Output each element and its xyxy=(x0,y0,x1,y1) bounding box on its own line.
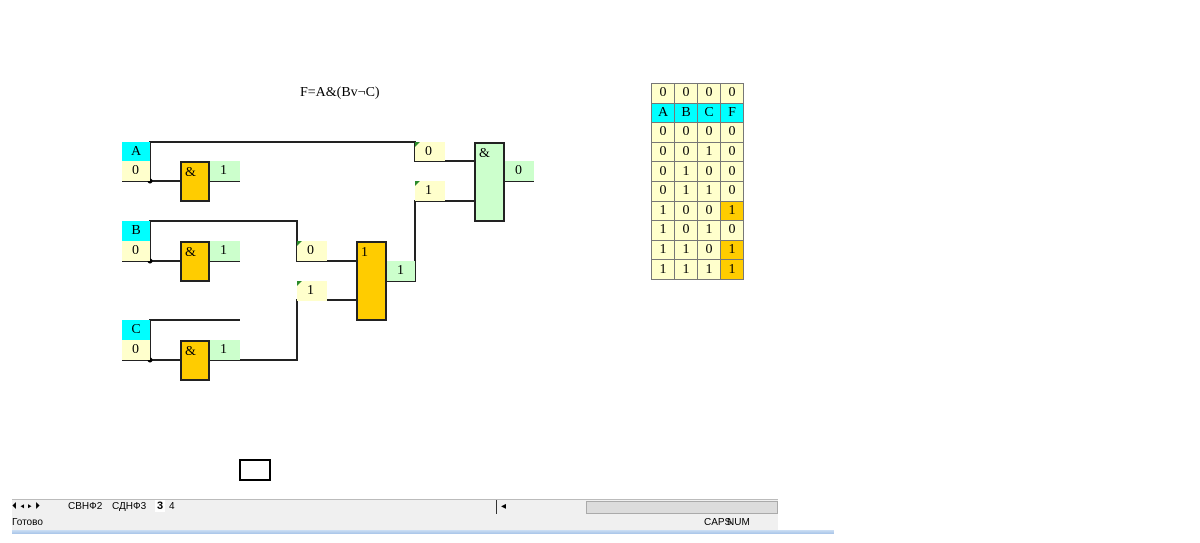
and-input-2-value: 1 xyxy=(425,183,432,198)
truth-table-cell: B xyxy=(674,102,698,124)
tab-nav-arrows-icon[interactable]: ⏴◂▸⏵ xyxy=(12,501,44,512)
truth-table-cell: 0 xyxy=(720,161,744,182)
truth-table-cell: 0 xyxy=(720,83,744,104)
truth-table-cell: 1 xyxy=(651,259,675,280)
or-output: 1 xyxy=(387,261,415,281)
or-input-1: 0 xyxy=(297,241,327,261)
sheet-tab-2[interactable]: СДНФ3 xyxy=(112,501,147,512)
truth-table-cell: A xyxy=(651,102,675,124)
or-input-2-value: 1 xyxy=(307,283,314,298)
truth-table-cell: 0 xyxy=(697,83,721,104)
not-gate-c: & xyxy=(180,340,210,381)
truth-table-cell: 0 xyxy=(651,141,675,163)
not-gate-a: & xyxy=(180,161,210,202)
truth-table-cell: 0 xyxy=(697,200,721,222)
truth-table-cell: 0 xyxy=(697,239,721,261)
truth-table-cell: 1 xyxy=(674,180,698,202)
input-c-label: C xyxy=(122,320,150,340)
truth-table-cell: 0 xyxy=(651,83,675,104)
truth-table-cell: 1 xyxy=(720,200,744,222)
truth-table-cell: 1 xyxy=(651,200,675,222)
truth-table-cell: C xyxy=(697,102,721,124)
truth-table-cell: 1 xyxy=(674,259,698,280)
truth-table-cell: 0 xyxy=(674,141,698,163)
num-indicator: NUM xyxy=(727,517,750,528)
and-input-2: 1 xyxy=(415,181,445,201)
sheet-tab-bar: ⏴◂▸⏵ СВНФ2 СДНФ3 3 4 ◂ xyxy=(12,499,778,514)
input-a-value[interactable]: 0 xyxy=(122,161,150,181)
truth-table-cell: 0 xyxy=(674,220,698,241)
truth-table-cell: 1 xyxy=(697,141,721,163)
caps-indicator: CAPS xyxy=(704,517,732,528)
truth-table-cell: 0 xyxy=(720,141,744,163)
and-input-1: 0 xyxy=(415,142,445,161)
formula-title: F=A&(Bv¬C) xyxy=(300,85,380,100)
truth-table-cell: 0 xyxy=(651,122,675,143)
truth-table-cell: 1 xyxy=(674,239,698,261)
comment-marker-icon xyxy=(297,281,302,286)
comment-marker-icon xyxy=(415,142,420,147)
truth-table-cell: 1 xyxy=(651,239,675,261)
truth-table-cell: 1 xyxy=(720,239,744,261)
truth-table-cell: 0 xyxy=(651,180,675,202)
truth-table-cell: 0 xyxy=(697,122,721,143)
input-b-value[interactable]: 0 xyxy=(122,241,150,261)
scroll-left-icon[interactable]: ◂ xyxy=(501,501,507,512)
sheet-tab-3[interactable]: 3 xyxy=(155,500,166,512)
input-c-value[interactable]: 0 xyxy=(122,340,150,360)
and-gate: & xyxy=(474,142,505,222)
sheet-tab-4[interactable]: 4 xyxy=(169,501,175,512)
truth-table-cell: 0 xyxy=(674,83,698,104)
truth-table-cell: 1 xyxy=(720,259,744,280)
truth-table-cell: F xyxy=(720,102,744,124)
and-input-1-value: 0 xyxy=(425,144,432,159)
truth-table-cell: 0 xyxy=(674,200,698,222)
truth-table-cell: 1 xyxy=(697,220,721,241)
not-a-output: 1 xyxy=(210,161,240,181)
not-gate-b: & xyxy=(180,241,210,282)
status-ready: Готово xyxy=(12,517,43,528)
truth-table-cell: 0 xyxy=(697,161,721,182)
comment-marker-icon xyxy=(415,181,420,186)
input-b-label: B xyxy=(122,221,150,241)
horizontal-scrollbar-thumb[interactable] xyxy=(586,501,778,514)
sheet-tab-1[interactable]: СВНФ2 xyxy=(68,501,103,512)
truth-table-cell: 1 xyxy=(697,180,721,202)
comment-marker-icon xyxy=(297,241,302,246)
status-bar: Готово CAPS NUM xyxy=(12,514,778,530)
not-c-output: 1 xyxy=(210,340,240,360)
drawing-shape[interactable] xyxy=(239,459,271,481)
truth-table-cell: 0 xyxy=(720,122,744,143)
not-b-output: 1 xyxy=(210,241,240,261)
truth-table-cell: 1 xyxy=(651,220,675,241)
tab-split-handle[interactable] xyxy=(496,500,497,514)
result-output: 0 xyxy=(505,161,534,181)
truth-table-cell: 0 xyxy=(651,161,675,182)
or-input-2: 1 xyxy=(297,281,327,301)
truth-table-cell: 1 xyxy=(674,161,698,182)
truth-table-cell: 0 xyxy=(674,122,698,143)
window-border xyxy=(12,530,834,534)
truth-table-cell: 1 xyxy=(697,259,721,280)
truth-table-cell: 0 xyxy=(720,180,744,202)
truth-table-cell: 0 xyxy=(720,220,744,241)
input-a-label: A xyxy=(122,142,150,161)
or-gate: 1 xyxy=(356,241,387,321)
or-input-1-value: 0 xyxy=(307,243,314,258)
